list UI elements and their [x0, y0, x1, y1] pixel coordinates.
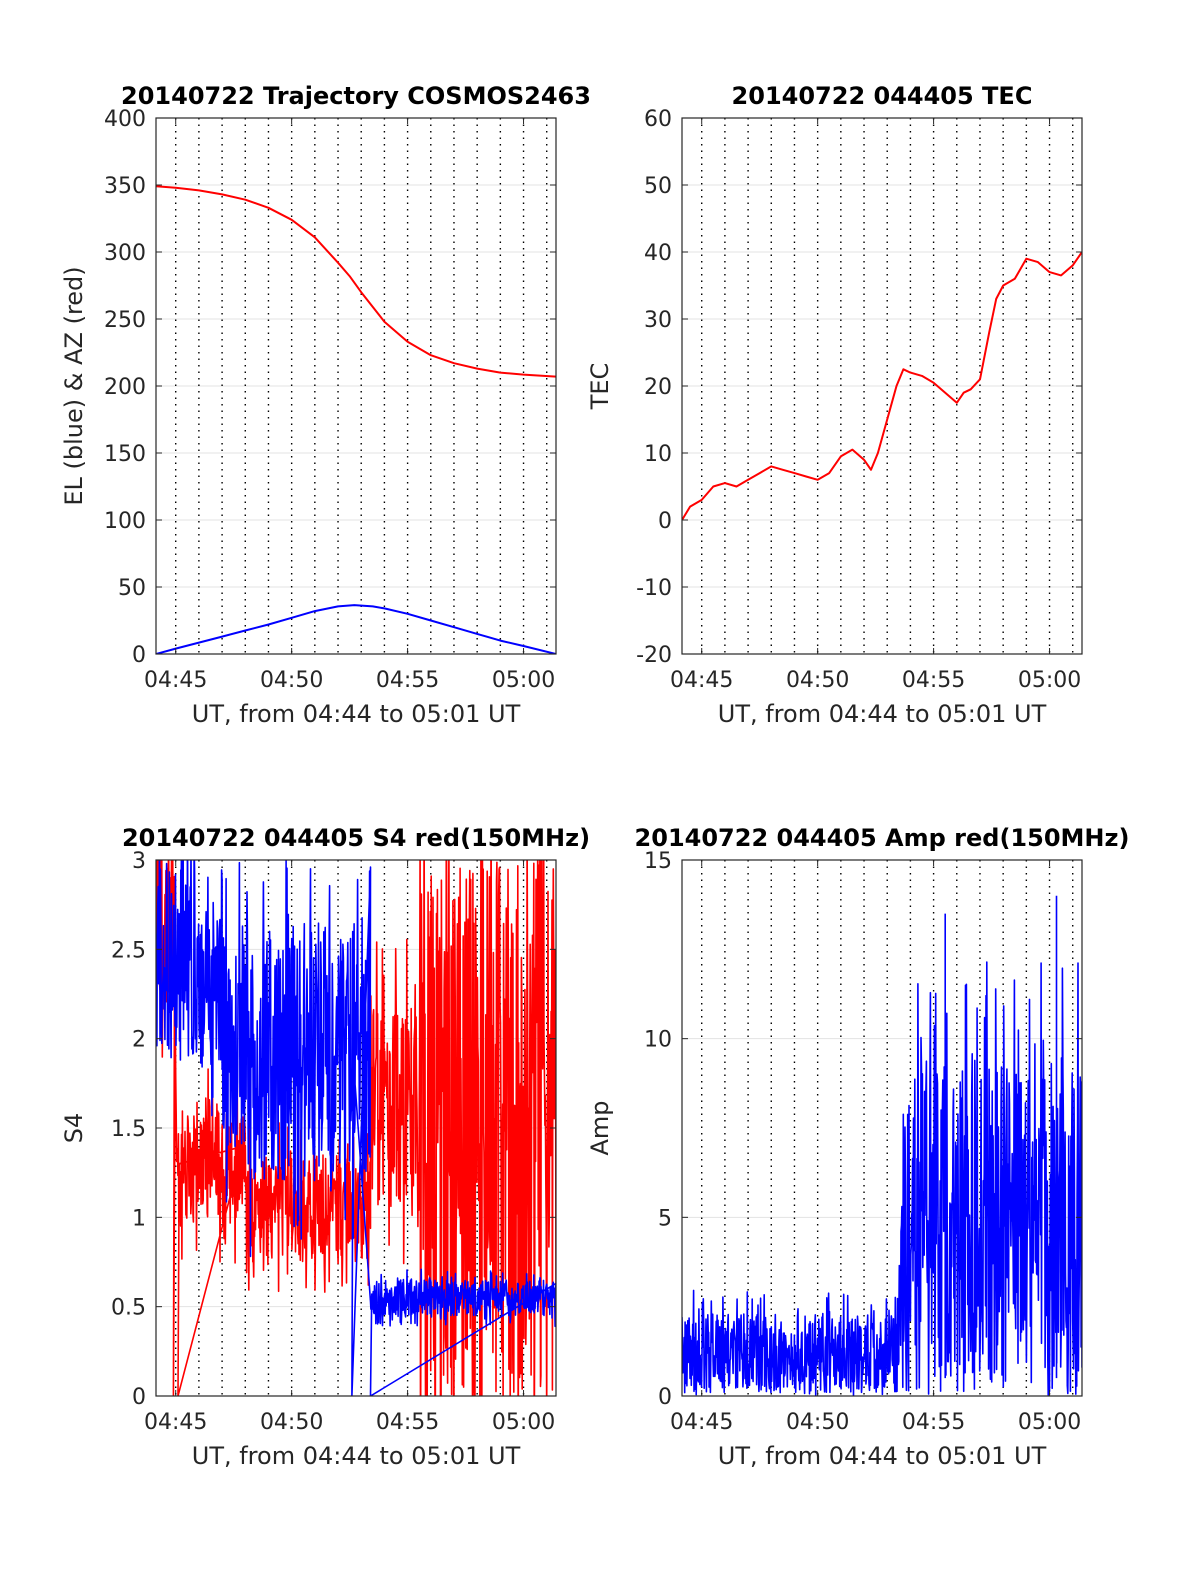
x-tick-label: 04:55 [902, 1410, 965, 1435]
x-tick-label: 04:55 [376, 1410, 439, 1435]
y-tick-label: 10 [644, 442, 672, 467]
series-red-150mhz- [156, 860, 556, 1396]
y-tick-label: 5 [658, 1206, 672, 1231]
series-amp [682, 895, 1082, 1396]
chart-title: 20140722 Trajectory COSMOS2463 [121, 82, 591, 110]
chart-trajectory: 04:45 04:50 04:55 05:00 0 50 100 150 200 250 300 35… [60, 82, 591, 728]
y-tick-label: 0.5 [111, 1296, 146, 1321]
x-tick-label: 05:00 [492, 1410, 555, 1435]
chart-title: 20140722 044405 TEC [732, 82, 1033, 110]
series-group [682, 895, 1082, 1396]
y-tick-label: 100 [104, 509, 146, 534]
y-tick-label: 2 [132, 1028, 146, 1053]
x-tick-label: 04:50 [786, 668, 849, 693]
x-tick-label: 04:45 [670, 1410, 733, 1435]
y-tick-label: 1 [132, 1206, 146, 1231]
y-axis-label: EL (blue) & AZ (red) [60, 266, 88, 505]
x-tick-label: 04:50 [260, 668, 323, 693]
series-blue [156, 860, 556, 1396]
series-group [682, 251, 1082, 521]
y-tick-label: 1.5 [111, 1117, 146, 1142]
chart-s4: 04:45 04:50 04:55 05:00 0 0.5 1 1.5 2 2.5 32014072… [60, 824, 590, 1470]
x-tick-label: 05:00 [492, 668, 555, 693]
y-tick-label: 10 [644, 1028, 672, 1053]
y-axis-label: TEC [586, 363, 614, 411]
y-tick-label: 50 [644, 174, 672, 199]
series-group [156, 860, 556, 1396]
series-el [156, 604, 556, 654]
x-tick-label: 04:55 [902, 668, 965, 693]
chart-title: 20140722 044405 S4 red(150MHz) [122, 824, 590, 852]
y-tick-label: 250 [104, 308, 146, 333]
chart-tec: 04:45 04:50 04:55 05:00 -20 -10 0 10 20 30 40 50 60 2… [586, 82, 1083, 728]
y-tick-label: 150 [104, 442, 146, 467]
y-tick-label: 0 [658, 1385, 672, 1410]
y-tick-label: 50 [118, 576, 146, 601]
chart-title: 20140722 044405 Amp red(150MHz) [635, 824, 1130, 852]
y-tick-label: 200 [104, 375, 146, 400]
series-tec [682, 251, 1082, 521]
series-group [156, 185, 556, 654]
y-tick-label: 400 [104, 107, 146, 132]
y-tick-label: 3 [132, 849, 146, 874]
y-tick-label: 20 [644, 375, 672, 400]
x-tick-label: 04:45 [670, 668, 733, 693]
y-tick-label: 40 [644, 241, 672, 266]
y-tick-label: -10 [636, 576, 672, 601]
y-tick-label: 300 [104, 241, 146, 266]
y-tick-label: 60 [644, 107, 672, 132]
x-axis-label: UT, from 04:44 to 05:01 UT [192, 1442, 521, 1470]
y-tick-label: 0 [132, 643, 146, 668]
y-tick-label: 350 [104, 174, 146, 199]
y-tick-label: 0 [132, 1385, 146, 1410]
y-tick-label: 30 [644, 308, 672, 333]
y-axis-label: S4 [60, 1113, 88, 1144]
x-tick-label: 04:45 [144, 668, 207, 693]
series-az [156, 185, 556, 378]
x-tick-label: 05:00 [1018, 1410, 1081, 1435]
y-axis-label: Amp [586, 1100, 614, 1155]
axes-box [681, 859, 1083, 1397]
x-tick-label: 04:55 [376, 668, 439, 693]
x-tick-label: 04:45 [144, 1410, 207, 1435]
y-tick-label: -20 [636, 643, 672, 668]
x-tick-label: 04:50 [260, 1410, 323, 1435]
x-axis-label: UT, from 04:44 to 05:01 UT [718, 1442, 1047, 1470]
x-axis-label: UT, from 04:44 to 05:01 UT [192, 700, 521, 728]
x-tick-label: 05:00 [1018, 668, 1081, 693]
y-tick-label: 0 [658, 509, 672, 534]
x-tick-label: 04:50 [786, 1410, 849, 1435]
y-tick-label: 15 [644, 849, 672, 874]
x-axis-label: UT, from 04:44 to 05:01 UT [718, 700, 1047, 728]
y-tick-label: 2.5 [111, 938, 146, 963]
